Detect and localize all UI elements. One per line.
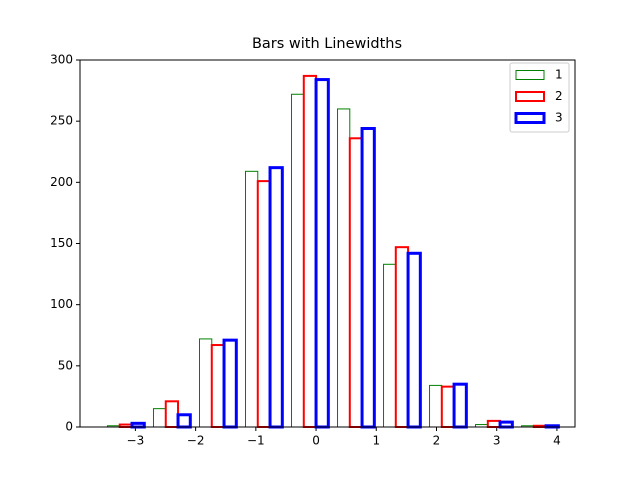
axes-frame (79, 59, 576, 428)
y-tick-label: 0 (65, 420, 73, 434)
y-tick-label: 200 (50, 175, 73, 189)
legend: 1 2 3 (509, 62, 570, 133)
legend-swatch (515, 70, 545, 80)
y-tick-label: 100 (50, 297, 73, 311)
y-tick-label: 50 (58, 358, 73, 372)
y-tick-label: 300 (50, 53, 73, 67)
legend-label: 1 (555, 68, 563, 82)
y-tick-label: 150 (50, 236, 73, 250)
legend-label: 3 (555, 111, 563, 125)
x-tick-label: 1 (372, 434, 380, 448)
chart-title: Bars with Linewidths (252, 36, 402, 52)
x-tick-label: 2 (433, 434, 441, 448)
x-tick-label: 0 (312, 434, 320, 448)
x-tick-label: −3 (127, 434, 145, 448)
legend-label: 2 (555, 89, 563, 103)
legend-swatch (515, 91, 545, 102)
y-tick-label: 250 (50, 114, 73, 128)
x-tick-label: 4 (553, 434, 561, 448)
x-tick-label: 3 (493, 434, 501, 448)
legend-swatch (514, 112, 546, 124)
x-tick-label: −2 (187, 434, 205, 448)
x-tick-label: −1 (247, 434, 265, 448)
